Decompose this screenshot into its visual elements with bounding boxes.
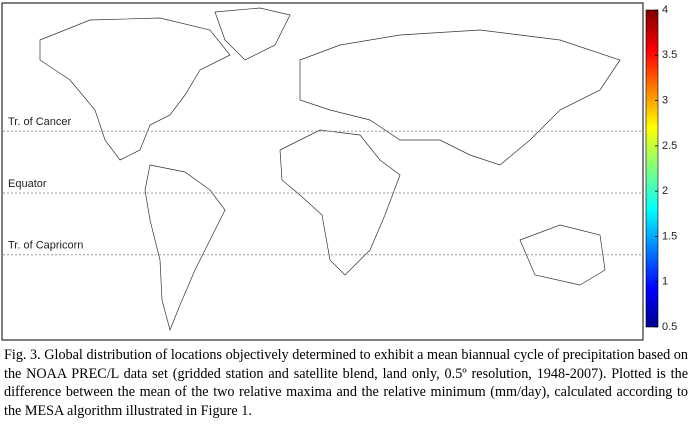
colorbar-tick-label: 0.5 [662,321,677,333]
colorbar-tick-label: 1 [662,276,668,288]
reference-lines: Tr. of Cancer Equator Tr. of Capricorn [3,116,642,256]
colorbar-tick-label: 1.5 [662,230,677,242]
colorbar-tick-label: 3 [662,94,668,106]
colorbar-tick-label: 3.5 [662,49,677,61]
colorbar-tick-label: 4 [662,4,668,16]
colorbar-ticks: 0.5 1 1.5 2 2.5 3 3.5 4 [655,4,677,333]
map-figure: Tr. of Cancer Equator Tr. of Capricorn 0.5… [1,2,677,341]
continents [39,7,621,332]
colorbar [645,9,659,328]
colorbar-tick-label: 2 [662,185,668,197]
reference-label: Tr. of Capricorn [8,240,83,252]
caption: Fig. 3. Global distribution of locations… [4,347,688,419]
reference-label: Tr. of Cancer [8,116,72,128]
colorbar-tick-label: 2.5 [662,140,677,152]
reference-label: Equator [8,178,47,190]
